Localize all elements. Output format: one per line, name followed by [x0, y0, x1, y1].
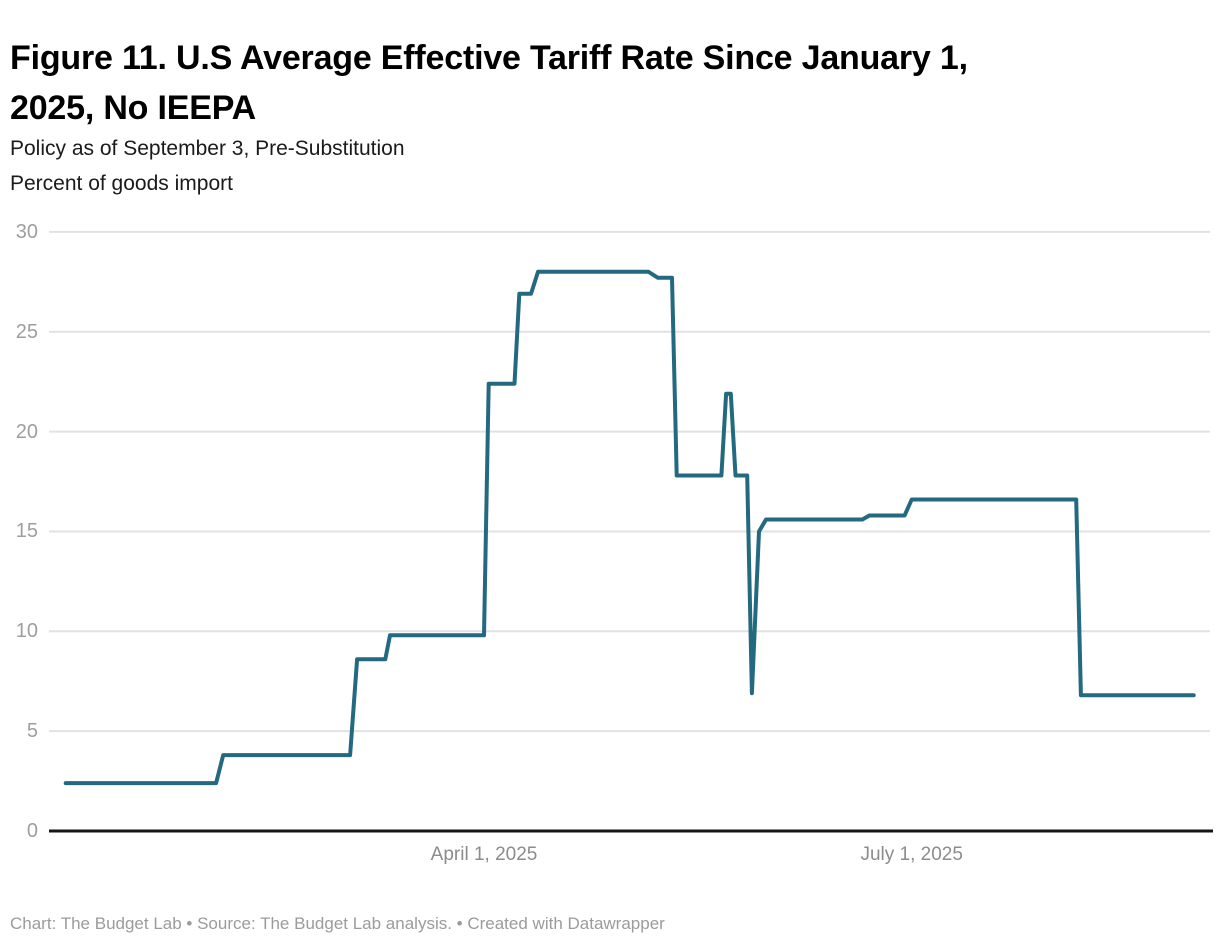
y-axis-tick-label-20: 20 [15, 420, 38, 443]
y-axis-tick-label-5: 5 [26, 720, 38, 743]
chart-subtitle-block: Policy as of September 3, Pre-Substituti… [10, 131, 910, 201]
footer-credit: Chart: The Budget Lab • Source: The Budg… [10, 914, 665, 933]
y-axis-tick-label-15: 15 [15, 520, 38, 543]
y-axis-tick-label-0: 0 [26, 820, 38, 842]
x-axis-tick-label: July 1, 2025 [860, 844, 963, 865]
chart-subtitle-line1: Policy as of September 3, Pre-Substituti… [10, 137, 405, 160]
chart-yaxis-unit-note: Percent of goods import [10, 172, 233, 195]
y-axis-tick-label-25: 25 [15, 320, 38, 343]
tariff-rate-line [63, 269, 1196, 786]
y-axis-tick-label-10: 10 [15, 620, 38, 643]
y-axis-tick-label-30: 30 [15, 220, 38, 243]
chart-title: Figure 11. U.S Average Effective Tariff … [10, 38, 968, 127]
x-axis-tick-label: April 1, 2025 [430, 844, 538, 865]
